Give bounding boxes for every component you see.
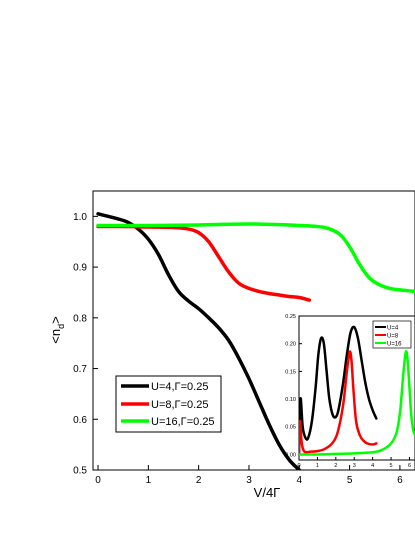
main-plot-frame (92, 190, 415, 471)
main-y-tick-label: 0.8 (73, 313, 87, 324)
main-x-tick-label: 5 (347, 475, 353, 486)
inset-x-tick-label: 0 (297, 463, 300, 469)
legend-label-u4: U=4,Γ=0.25 (151, 381, 208, 393)
main-plot-layer: 0 1 2 3 4 5 60.50.60.70.80.91.0 (73, 212, 415, 486)
y-axis-label-main: <n (48, 329, 63, 344)
inset-y-tick-label: 0.05 (285, 425, 296, 431)
inset-x-tick-label: 2 (334, 463, 337, 469)
main-x-tick-label: 0 (95, 475, 101, 486)
legend-label-u8: U=8,Γ=0.25 (151, 399, 208, 411)
main-y-tick-label: 0.7 (73, 364, 87, 375)
svg-text:<nd>: <nd> (48, 316, 66, 343)
inset-x-tick-label: 4 (371, 463, 374, 469)
inset-legend-label-u16: U=16 (387, 342, 402, 348)
inset-y-tick-label: 0.00 (285, 452, 296, 458)
inset-y-tick-label: 0.10 (285, 397, 296, 403)
main-series-group (96, 212, 415, 470)
inset-legend-label-u8: U=8 (387, 334, 399, 340)
inset-x-tick-label: 6 (408, 463, 411, 469)
inset-y-tick-label: 0.15 (285, 369, 296, 375)
main-y-tick-label: 0.5 (73, 466, 87, 477)
inset-legend-label-u4: U=4 (387, 326, 399, 332)
main-x-tick-label: 2 (196, 475, 202, 486)
inset-y-tick-label: 0.25 (285, 314, 296, 320)
inset-y-tick-label: 0.20 (285, 342, 296, 348)
inset-series-line-2 (299, 350, 415, 456)
y-axis-label: <nd> (48, 316, 66, 343)
main-x-tick-label: 3 (246, 475, 252, 486)
legend-label-u16: U=16,Γ=0.25 (151, 416, 215, 428)
inset-series-line-1 (299, 350, 378, 456)
x-axis-label: V/4Γ (254, 485, 281, 500)
y-axis-label-close: > (48, 316, 63, 324)
main-x-tick-label: 6 (397, 475, 403, 486)
inset-legend: U=4 U=8 U=16 (372, 320, 412, 349)
main-series-line-2 (96, 222, 415, 294)
main-y-tick-label: 0.6 (73, 415, 87, 426)
main-x-tick-label: 1 (146, 475, 152, 486)
inset-x-tick-label: 5 (390, 463, 393, 469)
inset-plot-layer: 0 1 2 3 4 5 6 0.00 0.05 0.10 0.15 0.20 0.25 (285, 314, 415, 469)
inset-series-line-0 (299, 325, 378, 456)
inset-x-tick-label: 3 (353, 463, 356, 469)
main-y-tick-label: 1.0 (73, 212, 87, 223)
main-legend: U=4,Γ=0.25 U=8,Γ=0.25 U=16,Γ=0.25 (115, 375, 222, 433)
main-x-tick-label: 4 (297, 475, 303, 486)
inset-x-tick-label: 1 (316, 463, 319, 469)
main-y-tick-label: 0.9 (73, 263, 87, 274)
main-series-line-1 (96, 224, 312, 302)
inset-series-group (299, 325, 415, 456)
y-axis-label-sub: d (56, 324, 66, 329)
